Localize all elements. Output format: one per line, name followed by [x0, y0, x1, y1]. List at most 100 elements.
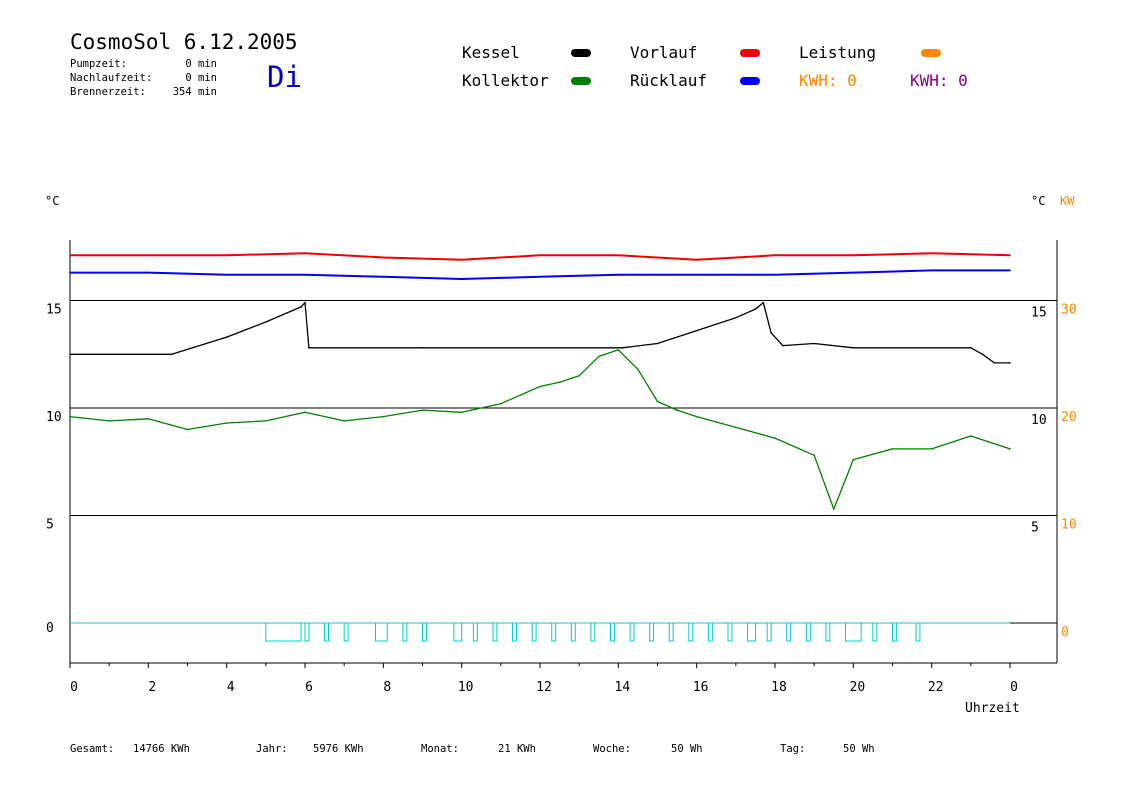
x-tick-label-1: 2: [148, 680, 156, 695]
series-point-1-2: [147, 417, 150, 420]
series-point-2-7: [617, 254, 620, 257]
series-point-0-11: [695, 329, 698, 332]
x-tick-label-7: 14: [615, 680, 631, 695]
pump-pulse-15: [610, 622, 615, 642]
series-point-3-9: [774, 273, 776, 276]
footer-gesamt-value: 14766 KWh: [133, 743, 190, 755]
pump-pulse-7: [453, 622, 463, 642]
series-point-0-20: [981, 353, 984, 356]
weekday-label: Di: [267, 60, 302, 94]
pump-pulse-1: [304, 622, 310, 642]
series-point-3-2: [225, 273, 228, 276]
series-point-0-10: [656, 342, 659, 345]
x-tick-label-3: 6: [305, 680, 313, 695]
chart-title: CosmoSol 6.12.2005: [70, 30, 298, 54]
legend-label-ruecklauf: Rücklauf: [630, 71, 708, 90]
nachlaufzeit-label: Nachlaufzeit:: [70, 72, 153, 84]
pumpzeit-value: 0 min: [185, 58, 217, 70]
series-point-3-3: [304, 273, 306, 276]
brennerzeit-label: Brennerzeit:: [70, 86, 146, 98]
pump-pulse-24: [786, 622, 792, 642]
series-point-0-14: [762, 301, 765, 304]
pump-pulse-27: [845, 622, 862, 642]
series-point-1-5: [265, 420, 267, 422]
brennerzeit-value: 354 min: [172, 86, 217, 98]
pump-pulse-18: [668, 622, 674, 642]
series-point-1-4: [225, 422, 228, 424]
pump-pulse-30: [915, 622, 921, 642]
series-point-1-7: [343, 420, 345, 422]
series-point-1-11: [500, 402, 502, 405]
series-point-1-18: [656, 400, 659, 403]
series-point-0-4: [300, 306, 302, 308]
series-point-0-6: [308, 347, 310, 349]
series-point-0-9: [621, 347, 624, 349]
pump-pulse-2: [324, 622, 330, 642]
pump-pulses: [265, 622, 921, 642]
series-point-1-26: [891, 448, 894, 450]
series-point-2-11: [930, 252, 933, 254]
series-line-ruecklauf: [70, 269, 1010, 280]
right-kw-tick-label-10: 10: [1061, 518, 1077, 533]
series-point-0-13: [754, 308, 757, 310]
footer-jahr-label: Jahr:: [256, 743, 288, 755]
pump-pulse-20: [707, 622, 713, 642]
series-point-1-25: [852, 458, 855, 461]
series-point-0-1: [171, 353, 173, 356]
series-point-3-6: [539, 276, 541, 278]
pump-pulse-14: [590, 622, 596, 642]
series-point-0-16: [782, 344, 784, 347]
footer-jahr-value: 5976 KWh: [313, 743, 364, 755]
footer-woche-value: 50 Wh: [671, 743, 703, 755]
pump-pulse-4: [375, 622, 388, 642]
pump-pulse-26: [825, 622, 831, 642]
series-point-0-7: [421, 347, 424, 349]
legend-swatch-vorlauf: [740, 49, 760, 57]
pump-pulse-22: [747, 622, 756, 642]
series-point-3-10: [852, 271, 855, 274]
footer-tag-label: Tag:: [780, 743, 806, 755]
footer-woche-label: Woche:: [593, 743, 631, 755]
series-point-3-8: [695, 273, 698, 276]
series-point-3-0: [69, 271, 71, 274]
series-point-3-4: [382, 276, 385, 278]
pump-pulse-0: [265, 622, 302, 642]
series-point-0-3: [265, 321, 267, 323]
series-point-1-29: [1009, 448, 1011, 450]
series-lines: [69, 252, 1011, 510]
pump-pulse-8: [472, 622, 478, 642]
series-point-1-9: [421, 409, 424, 411]
series-point-2-5: [460, 258, 463, 261]
x-tick-label-4: 8: [383, 680, 391, 695]
x-tick-label-9: 18: [771, 680, 787, 695]
series-point-3-11: [930, 269, 933, 272]
pump-pulse-17: [649, 622, 655, 642]
pump-pulse-11: [531, 622, 537, 642]
series-point-3-12: [1009, 269, 1011, 272]
right-temp-tick-label-10: 10: [1031, 413, 1047, 428]
left-tick-label-0: 0: [46, 621, 54, 636]
series-point-1-27: [930, 448, 933, 450]
series-point-1-19: [676, 409, 678, 411]
x-tick-label-10: 20: [850, 680, 866, 695]
footer-monat-value: 21 KWh: [498, 743, 536, 755]
axis-ticks: 0 5 10 15 5 10 15 0 10 20 30 0 2 4 6 8 10 12 14 16 18 20 22 0: [46, 303, 1077, 696]
right-temp-tick-label-5: 5: [1031, 521, 1039, 536]
series-point-0-8: [609, 347, 612, 349]
series-line-vorlauf: [70, 252, 1011, 261]
right-axis-power-unit: KW: [1060, 194, 1075, 208]
x-tick-label-0: 0: [70, 680, 78, 695]
series-line-kessel: [70, 301, 1010, 364]
pump-pulse-12: [551, 622, 557, 642]
left-tick-label-15: 15: [46, 303, 62, 318]
series-point-0-21: [993, 362, 996, 364]
kwh-purple-label: KWH: 0: [910, 71, 968, 90]
series-point-1-13: [558, 381, 561, 384]
series-point-2-6: [539, 254, 541, 257]
pump-pulse-19: [688, 622, 694, 642]
series-point-1-21: [735, 426, 737, 429]
series-point-1-6: [304, 411, 306, 414]
x-tick-label-5: 10: [458, 680, 474, 695]
grid-lines: [69, 240, 1058, 664]
nachlaufzeit-value: 0 min: [185, 72, 217, 84]
